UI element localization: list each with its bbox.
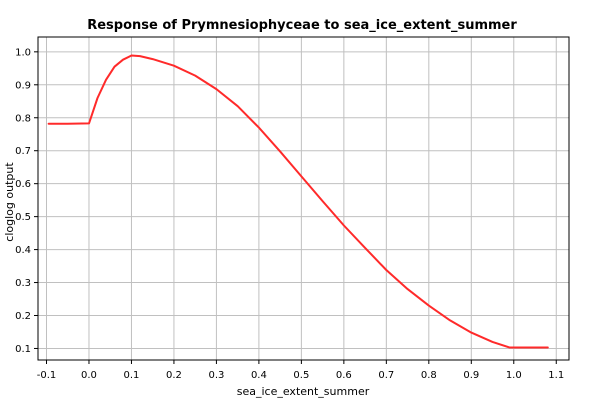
plot-frame [37,36,570,361]
y-tick-label: 0.7 [15,146,31,157]
x-tick-label: -0.1 [37,370,57,381]
y-tick-label: 0.6 [15,179,31,190]
grid-layer [38,37,569,360]
x-tick-label: 0.1 [124,370,140,381]
x-tick-label: 0.6 [336,370,352,381]
x-tick-label: 1.0 [506,370,522,381]
y-tick-label: 0.8 [15,113,31,124]
x-tick-label: 1.1 [548,370,564,381]
tick-layer: -0.1 0.0 0.1 0.2 0.3 0.4 0.5 0.6 0.7 0.8 0.9 1.0 1.1… [15,47,564,381]
x-tick-label: 0.7 [378,370,394,381]
x-tick-label: 0.0 [81,370,97,381]
y-tick-label: 0.4 [15,245,31,256]
y-tick-label: 0.1 [15,344,31,355]
x-tick-label: 0.5 [293,370,309,381]
y-axis-label: cloglog output [3,162,16,242]
x-tick-label: 0.4 [251,370,267,381]
x-tick-label: 0.8 [421,370,437,381]
x-axis-label: sea_ice_extent_summer [237,385,370,398]
x-tick-label: 0.2 [166,370,182,381]
chart-title: Response of Prymnesiophyceae to sea_ice_… [87,18,517,33]
x-tick-label: 0.9 [463,370,479,381]
y-tick-label: 0.3 [15,278,31,289]
y-tick-label: 0.5 [15,212,31,223]
y-tick-label: 1.0 [15,47,31,58]
y-tick-label: 0.9 [15,80,31,91]
x-tick-label: 0.3 [208,370,224,381]
series-layer [47,54,549,349]
response-line [47,54,549,349]
y-tick-label: 0.2 [15,311,31,322]
